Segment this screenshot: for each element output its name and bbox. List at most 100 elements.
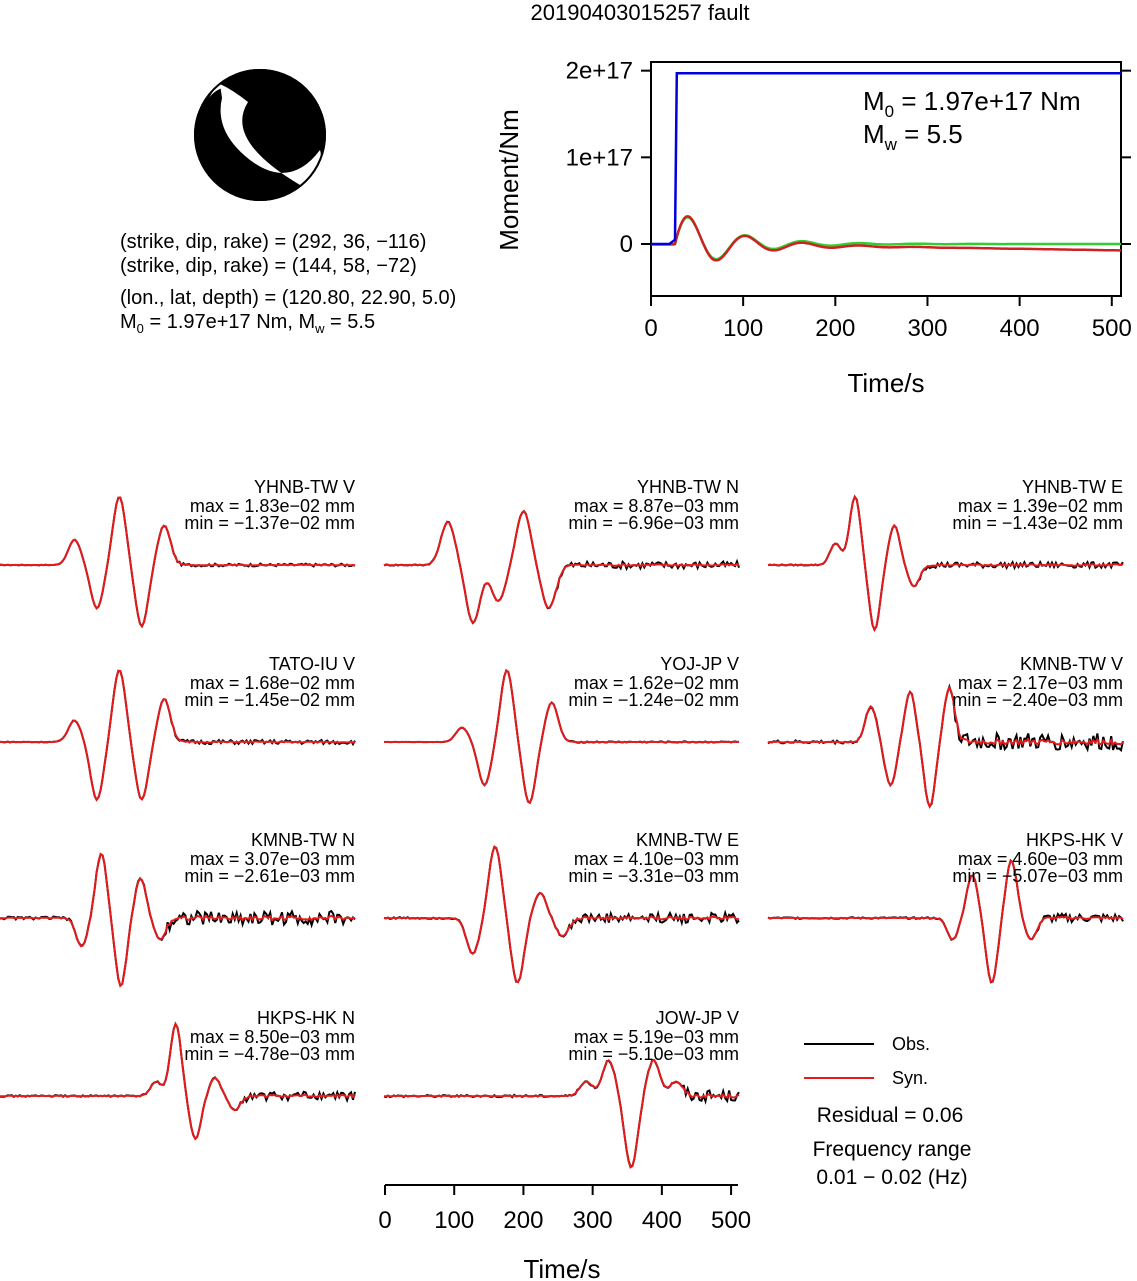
mechanism-location: (lon., lat, depth) = (120.80, 22.90, 5.0… xyxy=(120,287,456,309)
synthetic-waveform xyxy=(0,669,356,802)
station-min: min = −6.96e−03 mm xyxy=(568,513,739,533)
station-max: max = 5.19e−03 mm xyxy=(574,1027,739,1047)
legend-syn-label: Syn. xyxy=(892,1068,928,1088)
station-min: min = −1.24e−02 mm xyxy=(568,690,739,710)
waveform-x-ticks: 0 100 200 300 400 500 xyxy=(378,1185,751,1234)
station-name: YHNB-TW N xyxy=(637,477,739,497)
station-max: max = 1.39e−02 mm xyxy=(958,496,1123,516)
station-name: KMNB-TW N xyxy=(251,830,355,850)
moment-xtick-label: 100 xyxy=(723,315,763,342)
legend: Obs. Syn. Residual = 0.06 Frequency rang… xyxy=(804,1034,971,1189)
waveform-xtick-label: 300 xyxy=(573,1207,613,1234)
moment-x-ticks: 0 100 200 300 400 500 xyxy=(644,296,1132,342)
moment-mw-label: Mw = 5.5 xyxy=(863,119,963,154)
moment-x-axis-label: Time/s xyxy=(847,368,924,398)
station-max: max = 1.83e−02 mm xyxy=(190,496,355,516)
station-name: JOW-JP V xyxy=(656,1008,739,1028)
observed-waveform xyxy=(383,1059,740,1169)
station-max: max = 4.10e−03 mm xyxy=(574,849,739,869)
waveform-xtick-label: 0 xyxy=(378,1207,391,1234)
moment-panel: 0 1e+17 2e+17 0 100 200 300 400 500 M0 = 1.97e+… xyxy=(494,58,1132,398)
synthetic-waveform xyxy=(767,859,1124,983)
station-min: min = −2.40e−03 mm xyxy=(952,690,1123,710)
mechanism-plane-1: (strike, dip, rake) = (292, 36, −116) xyxy=(120,231,426,253)
station-max: max = 1.68e−02 mm xyxy=(190,673,355,693)
frequency-title: Frequency range xyxy=(813,1138,972,1161)
cumulative-moment-line xyxy=(651,72,1121,246)
waveform-xtick-label: 200 xyxy=(503,1207,543,1234)
moment-ytick-label: 0 xyxy=(620,231,633,258)
mechanism-moment: M0 = 1.97e+17 Nm, Mw = 5.5 xyxy=(120,311,375,336)
moment-plot-frame xyxy=(650,61,1122,297)
moment-xtick-label: 300 xyxy=(907,315,947,342)
station-name: YHNB-TW V xyxy=(254,477,355,497)
frequency-range: 0.01 − 0.02 (Hz) xyxy=(816,1166,967,1189)
residual-text: Residual = 0.06 xyxy=(817,1104,964,1127)
station-name: YHNB-TW E xyxy=(1022,477,1123,497)
moment-rate-green-line xyxy=(651,215,1121,261)
station-name: KMNB-TW E xyxy=(636,830,739,850)
synthetic-waveform xyxy=(383,1059,740,1169)
waveform-x-axis-label: Time/s xyxy=(523,1254,600,1281)
station-max: max = 2.17e−03 mm xyxy=(958,673,1123,693)
moment-ytick-label: 2e+17 xyxy=(566,58,633,85)
moment-ytick-label: 1e+17 xyxy=(566,144,633,171)
moment-xtick-label: 400 xyxy=(1000,315,1040,342)
station-min: min = −1.45e−02 mm xyxy=(184,690,355,710)
moment-y-ticks: 0 1e+17 2e+17 xyxy=(566,58,1131,258)
station-max: max = 8.50e−03 mm xyxy=(190,1027,355,1047)
station-min: min = −2.61e−03 mm xyxy=(184,866,355,886)
waveform-x-axis: 0 100 200 300 400 500 Time/s xyxy=(378,1184,751,1281)
synthetic-waveform xyxy=(767,685,1124,809)
station-max: max = 8.87e−03 mm xyxy=(574,496,739,516)
synthetic-waveform xyxy=(0,1021,356,1141)
station-name: HKPS-HK V xyxy=(1026,830,1123,850)
waveform-xtick-label: 400 xyxy=(642,1207,682,1234)
synthetic-waveform xyxy=(0,496,356,628)
mechanism-plane-2: (strike, dip, rake) = (144, 58, −72) xyxy=(120,255,417,277)
station-name: TATO-IU V xyxy=(269,654,355,674)
station-max: max = 3.07e−03 mm xyxy=(190,849,355,869)
synthetic-waveform xyxy=(767,494,1124,633)
synthetic-waveform xyxy=(383,509,740,625)
moment-m0-label: M0 = 1.97e+17 Nm xyxy=(863,86,1081,121)
station-min: min = −5.10e−03 mm xyxy=(568,1044,739,1064)
figure-title: 20190403015257 fault xyxy=(531,0,750,25)
station-name: KMNB-TW V xyxy=(1020,654,1123,674)
waveform-xtick-label: 500 xyxy=(711,1207,751,1234)
moment-lines xyxy=(651,72,1121,262)
station-min: min = −1.43e−02 mm xyxy=(952,513,1123,533)
station-min: min = −3.31e−03 mm xyxy=(568,866,739,886)
moment-xtick-label: 200 xyxy=(815,315,855,342)
station-min: min = −5.07e−03 mm xyxy=(952,866,1123,886)
synthetic-waveform xyxy=(383,845,740,984)
legend-obs-label: Obs. xyxy=(892,1034,930,1054)
focal-mechanism-beachball xyxy=(194,69,326,201)
station-max: max = 1.62e−02 mm xyxy=(574,673,739,693)
moment-xtick-label: 0 xyxy=(644,315,657,342)
synthetic-waveform xyxy=(384,668,740,805)
station-min: min = −4.78e−03 mm xyxy=(184,1044,355,1064)
station-max: max = 4.60e−03 mm xyxy=(958,849,1123,869)
moment-rate-red-line xyxy=(651,215,1121,262)
waveform-xtick-label: 100 xyxy=(434,1207,474,1234)
moment-y-axis-label: Moment/Nm xyxy=(494,109,524,251)
station-name: HKPS-HK N xyxy=(257,1008,355,1028)
synthetic-waveform xyxy=(0,852,356,988)
station-name: YOJ-JP V xyxy=(660,654,739,674)
moment-xtick-label: 500 xyxy=(1092,315,1132,342)
station-min: min = −1.37e−02 mm xyxy=(184,513,355,533)
